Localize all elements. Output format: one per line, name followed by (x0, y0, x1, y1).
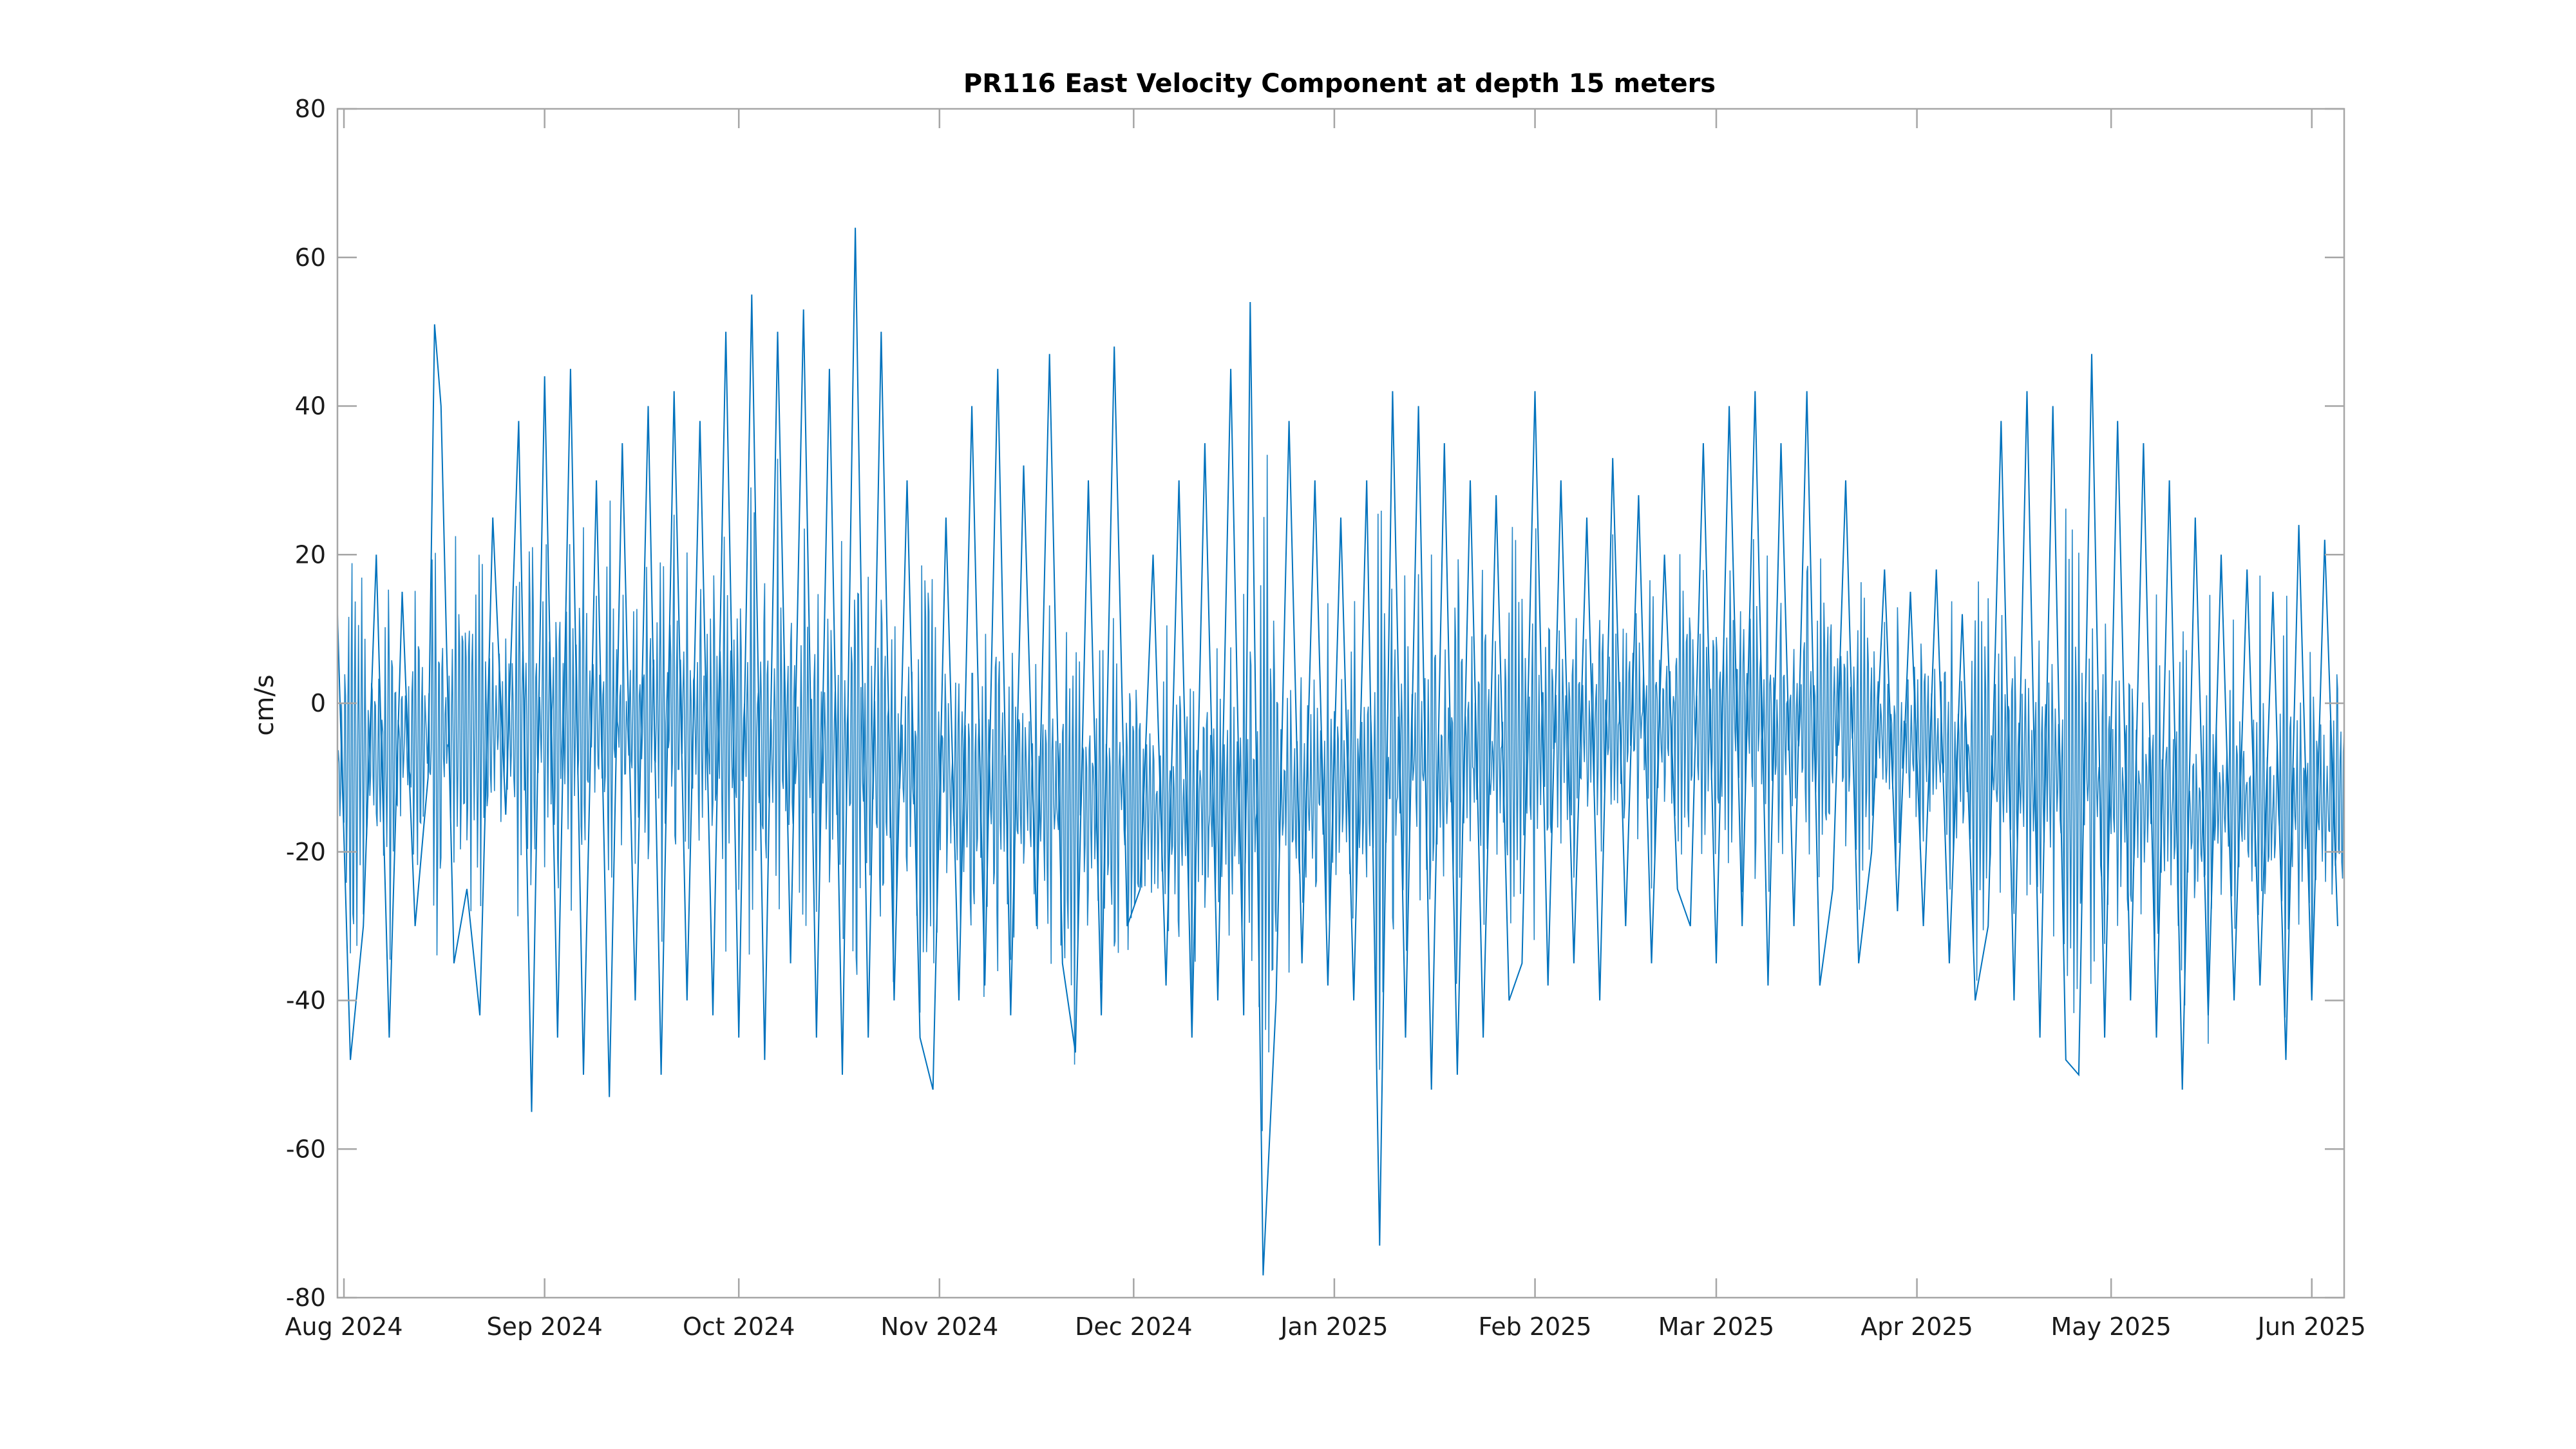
plot-area (337, 227, 2345, 1276)
x-tick-label: Oct 2024 (683, 1312, 795, 1341)
x-tick-label: Mar 2025 (1658, 1312, 1774, 1341)
y-tick-label: 20 (295, 540, 326, 569)
x-tick-label: Aug 2024 (285, 1312, 403, 1341)
x-tick-label: Nov 2024 (880, 1312, 998, 1341)
y-tick-label: 60 (295, 243, 326, 272)
y-tick-label: -20 (286, 838, 326, 866)
x-tick-label: May 2025 (2050, 1312, 2171, 1341)
x-tick-label: Dec 2024 (1075, 1312, 1192, 1341)
x-tick-label: Jan 2025 (1279, 1312, 1388, 1341)
x-tick-label: Jun 2025 (2257, 1312, 2366, 1341)
y-tick-label: 80 (295, 95, 326, 123)
y-tick-label: 40 (295, 392, 326, 421)
x-axis: Aug 2024 Sep 2024 Oct 2024 Nov 2024 Dec 2024… (285, 109, 2366, 1341)
y-tick-label: -60 (286, 1135, 326, 1163)
y-tick-label: 0 (310, 689, 326, 717)
y-axis-label: cm/s (250, 674, 279, 735)
y-axis: 80 60 40 20 0 -20 -40 -60 -80 (286, 95, 2344, 1312)
chart-title: PR116 East Velocity Component at depth 1… (963, 69, 1716, 99)
y-tick-label: -80 (286, 1283, 326, 1312)
x-tick-label: Apr 2025 (1861, 1312, 1973, 1341)
x-tick-label: Sep 2024 (486, 1312, 602, 1341)
velocity-series-line (337, 227, 2338, 1276)
y-tick-label: -40 (286, 987, 326, 1015)
x-tick-label: Feb 2025 (1479, 1312, 1592, 1341)
